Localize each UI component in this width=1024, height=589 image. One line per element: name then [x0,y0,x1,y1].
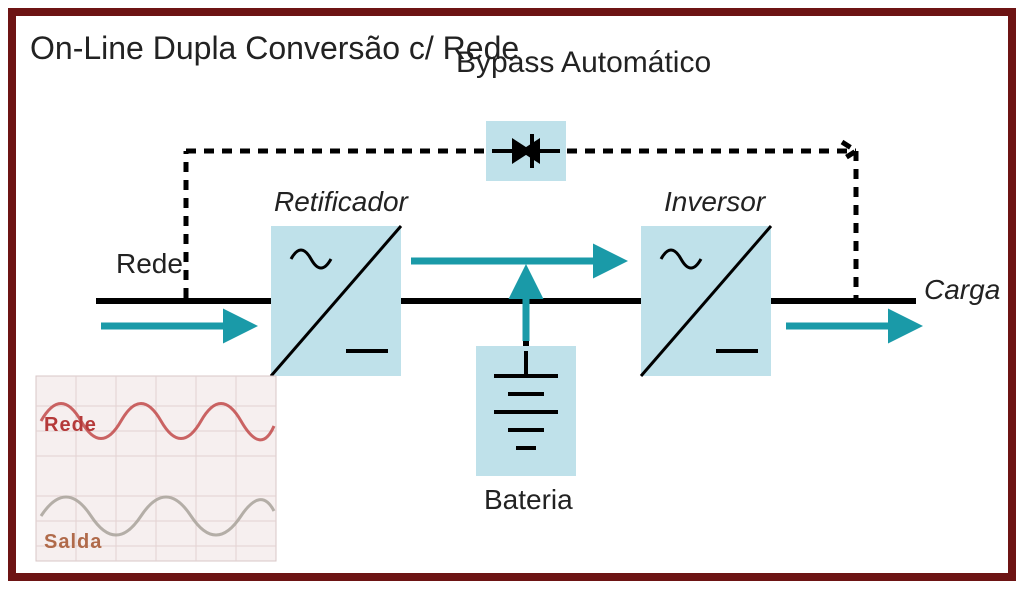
wave-label-saida: Salda [44,531,102,554]
rectifier-box [271,226,401,376]
wave-label-rede: Rede [44,414,97,437]
bypass-diode-box [486,121,566,181]
inverter-box [641,226,771,376]
battery-box [476,346,576,476]
diagram-frame: On-Line Dupla Conversão c/ Rede Bypass A… [8,8,1016,581]
diagram-svg [16,16,1008,573]
